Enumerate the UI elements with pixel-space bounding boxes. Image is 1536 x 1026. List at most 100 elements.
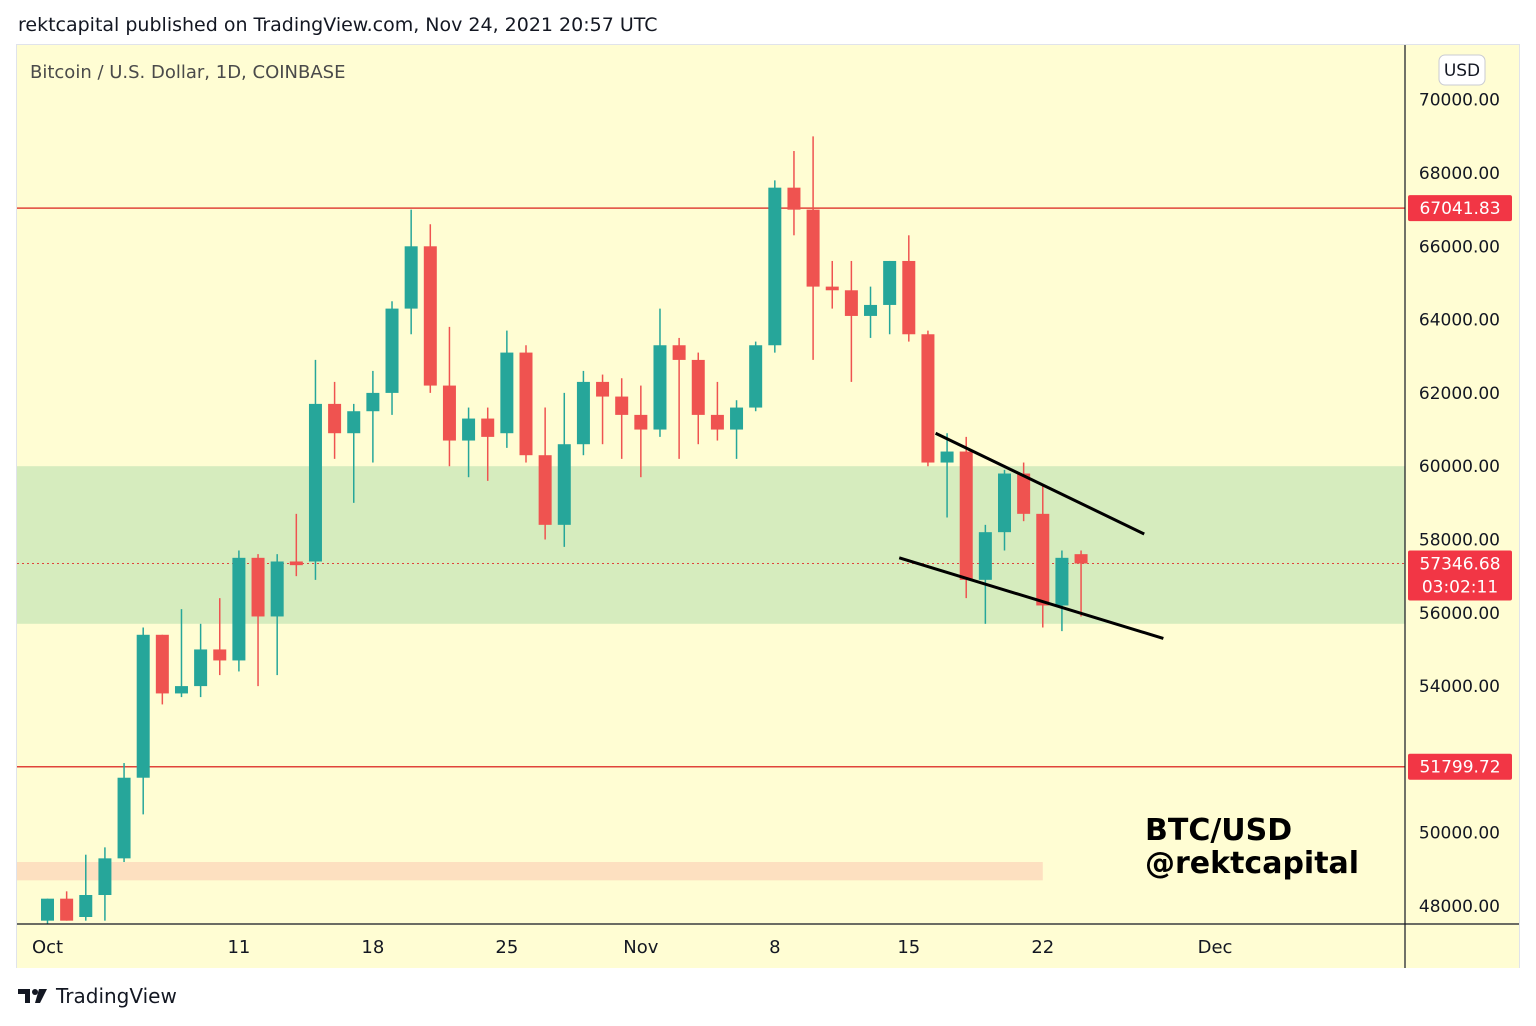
candle — [825, 260, 839, 309]
candle-body — [404, 246, 418, 309]
candle — [462, 407, 476, 478]
x-tick-label: 18 — [361, 937, 384, 958]
brand-label: TradingView — [56, 984, 177, 1008]
candle — [404, 209, 418, 335]
y-tick-label: 58000.00 — [1419, 531, 1500, 551]
candle — [270, 554, 284, 676]
candle-body — [787, 187, 801, 210]
candle-body — [98, 858, 112, 896]
candle-body — [978, 532, 992, 580]
candle-body — [653, 345, 667, 430]
countdown-label: 03:02:11 — [1422, 577, 1498, 597]
candle-body — [328, 403, 342, 434]
candle — [194, 623, 208, 698]
candle — [864, 286, 878, 338]
y-tick-label: 64000.00 — [1419, 311, 1500, 331]
candle — [749, 341, 763, 412]
chart-title: Bitcoin / U.S. Dollar, 1D, COINBASE — [30, 62, 345, 83]
candle — [787, 151, 801, 236]
candle-body — [232, 557, 246, 661]
candle — [959, 436, 973, 599]
candle-body — [672, 345, 686, 360]
candle — [60, 891, 74, 921]
y-tick-label: 68000.00 — [1419, 164, 1500, 184]
candle — [423, 224, 437, 393]
watermark-line-1: BTC/USD — [1145, 813, 1292, 848]
candle — [806, 136, 820, 360]
y-tick-label: 48000.00 — [1419, 897, 1500, 917]
candle — [136, 627, 150, 815]
candles-layer — [41, 136, 1088, 925]
candle-body — [366, 392, 380, 412]
candle-body — [710, 414, 724, 430]
tradingview-brand[interactable]: TradingView — [18, 984, 177, 1008]
candle-body — [41, 898, 54, 921]
candle — [672, 337, 686, 459]
candle — [768, 180, 782, 353]
candle-body — [959, 451, 973, 580]
candle — [519, 345, 533, 463]
y-tick-label: 50000.00 — [1419, 824, 1500, 844]
x-tick-label: 8 — [769, 937, 780, 958]
candle-body — [902, 260, 916, 335]
candle — [232, 550, 246, 672]
candle — [978, 524, 992, 624]
candle — [883, 260, 897, 335]
candle — [98, 847, 112, 921]
x-tick-label: Oct — [32, 937, 63, 958]
candle — [730, 400, 744, 459]
candle-body — [117, 777, 131, 859]
y-tick-label: 62000.00 — [1419, 384, 1500, 404]
candle — [174, 609, 188, 698]
candle — [844, 260, 858, 382]
candle-body — [462, 418, 476, 441]
candle — [79, 854, 93, 921]
candle — [308, 359, 322, 580]
currency-label: USD — [1444, 61, 1480, 81]
candle-body — [423, 246, 437, 386]
level-price-label-0: 67041.83 — [1419, 199, 1500, 219]
published-line: rektcapital published on TradingView.com… — [18, 14, 658, 36]
candle — [1017, 462, 1031, 522]
watermark-line-2: @rektcapital — [1145, 846, 1359, 881]
currency-button[interactable]: USD — [1438, 54, 1486, 86]
candle — [213, 598, 227, 676]
y-tick-label: 70000.00 — [1419, 91, 1500, 111]
trendlines-layer — [898, 431, 1164, 640]
current-price-label: 57346.68 — [1419, 554, 1500, 574]
candle-body — [194, 649, 208, 687]
level-price-tag-1 — [1408, 753, 1512, 780]
candle-body — [1036, 513, 1050, 606]
candle — [289, 513, 303, 577]
candle — [41, 898, 54, 925]
candle-body — [940, 451, 954, 463]
candle-body — [768, 187, 782, 346]
candle — [117, 763, 131, 863]
zone-0 — [17, 466, 1405, 624]
candle — [1036, 484, 1050, 628]
y-tick-label: 66000.00 — [1419, 237, 1500, 257]
candle — [576, 370, 590, 456]
x-tick-label: 22 — [1031, 937, 1054, 958]
candle-body — [576, 381, 590, 445]
candle — [940, 433, 954, 518]
candle — [481, 407, 495, 481]
candle — [653, 308, 667, 437]
x-tick-label: 15 — [897, 937, 920, 958]
levels-layer — [17, 207, 1405, 768]
candle-body — [538, 455, 552, 525]
candle-body — [500, 352, 514, 434]
candle-body — [864, 304, 878, 316]
x-tick-label: Nov — [623, 937, 658, 958]
y-tick-label: 60000.00 — [1419, 457, 1500, 477]
x-tick-label: Dec — [1198, 937, 1233, 958]
candle — [1074, 550, 1088, 617]
candle — [366, 370, 380, 463]
candle-body — [60, 898, 74, 921]
candle-body — [251, 557, 265, 617]
tradingview-logo-icon — [18, 989, 47, 1003]
candle-body — [806, 209, 820, 287]
candle-body — [136, 634, 150, 778]
candle — [691, 352, 705, 445]
